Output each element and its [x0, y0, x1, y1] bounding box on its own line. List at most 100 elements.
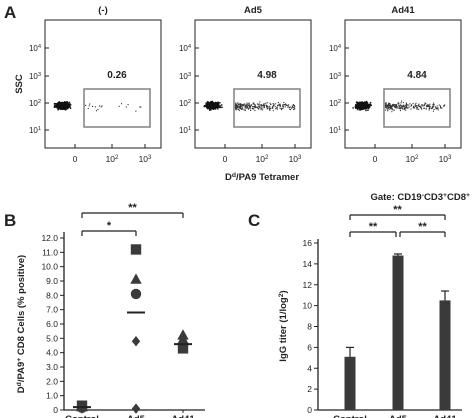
- flow-event-dot: [260, 104, 262, 106]
- flow-event-dot: [247, 107, 249, 109]
- flow-event-dot: [239, 106, 241, 108]
- panel-c-bar: [439, 300, 451, 410]
- flow-event-dot: [264, 104, 266, 106]
- flow-event-dot: [211, 106, 213, 108]
- flow-event-dot: [64, 106, 66, 108]
- flow-event-dot: [385, 105, 387, 107]
- flow-event-dot: [403, 109, 405, 111]
- flow-event-dot: [57, 105, 60, 108]
- flow-event-dot: [367, 103, 369, 106]
- flow-event-dot: [401, 105, 403, 107]
- flow-event-dot: [212, 108, 215, 110]
- flow-event-dot: [386, 107, 388, 109]
- flow-event-dot: [292, 106, 294, 108]
- flow-event-dot: [387, 109, 389, 111]
- flow-event-dot: [397, 104, 399, 106]
- flow-event-dot: [291, 105, 293, 107]
- panel-b-y-tick-label: 7.0: [46, 305, 58, 315]
- flow-event-dot: [416, 108, 418, 110]
- flow-event-dot: [69, 105, 71, 108]
- flow-event-dot: [127, 104, 129, 106]
- flow-event-dot: [269, 107, 271, 109]
- flow-event-dot: [244, 108, 246, 110]
- flow-event-dot: [272, 107, 274, 109]
- panel-c-y-tick-label: 14: [303, 259, 313, 269]
- flow-event-dot: [414, 105, 416, 107]
- flow-event-dot: [365, 109, 367, 112]
- flow-event-dot: [246, 106, 248, 108]
- flow-y-tick-label: 101: [179, 126, 191, 135]
- flow-event-dot: [59, 104, 61, 107]
- flow-event-dot: [273, 103, 275, 105]
- flow-event-dot: [263, 104, 265, 106]
- flow-event-dot: [285, 104, 287, 106]
- flow-event-dot: [236, 102, 238, 104]
- flow-event-dot: [399, 106, 401, 108]
- flow-event-dot: [53, 106, 55, 108]
- flow-event-dot: [361, 108, 363, 110]
- flow-event-dot: [247, 108, 249, 110]
- flow-event-dot: [213, 103, 215, 106]
- flow-event-dot: [239, 106, 241, 108]
- flow-event-dot: [213, 106, 216, 109]
- flow-event-dot: [406, 107, 408, 109]
- flow-event-dot: [393, 109, 395, 111]
- flow-event-dot: [208, 107, 211, 110]
- flow-event-dot: [253, 106, 255, 108]
- flow-event-dot: [235, 106, 237, 108]
- flow-event-dot: [364, 103, 367, 105]
- flow-event-dot: [60, 107, 63, 109]
- flow-event-dot: [61, 103, 63, 106]
- flow-event-dot: [428, 105, 430, 107]
- panel-b-point-square: [130, 244, 142, 255]
- flow-event-dot: [55, 103, 58, 105]
- flow-event-dot: [214, 101, 217, 104]
- flow-event-dot: [241, 105, 243, 107]
- flow-event-dot: [243, 103, 245, 105]
- flow-event-dot: [65, 108, 67, 110]
- flow-event-dot: [235, 105, 237, 107]
- flow-event-dot: [392, 103, 394, 105]
- flow-event-dot: [385, 102, 387, 104]
- flow-event-dot: [235, 107, 237, 109]
- flow-event-dot: [237, 104, 239, 106]
- flow-event-dot: [243, 109, 245, 111]
- flow-event-dot: [59, 103, 61, 106]
- flow-gate-percent: 0.26: [107, 70, 127, 81]
- flow-event-dot: [394, 106, 396, 108]
- flow-event-dot: [405, 109, 407, 111]
- flow-event-dot: [357, 108, 359, 111]
- flow-event-dot: [66, 106, 68, 109]
- flow-event-dot: [218, 102, 220, 104]
- flow-event-dot: [69, 107, 72, 109]
- flow-event-dot: [257, 107, 259, 109]
- flow-event-dot: [440, 106, 442, 108]
- flow-event-dot: [63, 102, 65, 104]
- flow-event-dot: [221, 104, 223, 106]
- panel-c-y-label: IgG titer (1/log2): [278, 290, 290, 361]
- flow-event-dot: [395, 105, 397, 107]
- flow-event-dot: [424, 102, 426, 104]
- flow-plot-frame: [194, 19, 312, 149]
- panel-c-x-tick-label: Control: [333, 414, 367, 418]
- flow-event-dot: [205, 105, 207, 107]
- panel-c-y-tick-label: 16: [303, 238, 313, 248]
- flow-gate-percent: 4.84: [407, 70, 427, 81]
- flow-plot-frame: [344, 19, 462, 149]
- flow-event-dot: [237, 102, 239, 104]
- flow-event-dot: [423, 107, 425, 109]
- flow-event-dot: [403, 106, 405, 108]
- flow-event-dot: [68, 104, 70, 106]
- flow-event-dot: [87, 108, 89, 110]
- flow-event-dot: [259, 107, 261, 109]
- flow-event-dot: [385, 106, 387, 108]
- flow-event-dot: [389, 108, 391, 110]
- flow-event-dot: [411, 104, 413, 106]
- flow-event-dot: [359, 107, 362, 109]
- flow-event-dot: [244, 106, 246, 108]
- flow-event-dot: [250, 108, 252, 110]
- flow-event-dot: [282, 105, 284, 107]
- flow-y-tick-label: 104: [179, 44, 192, 53]
- flow-event-dot: [236, 108, 238, 110]
- flow-event-dot: [402, 104, 404, 106]
